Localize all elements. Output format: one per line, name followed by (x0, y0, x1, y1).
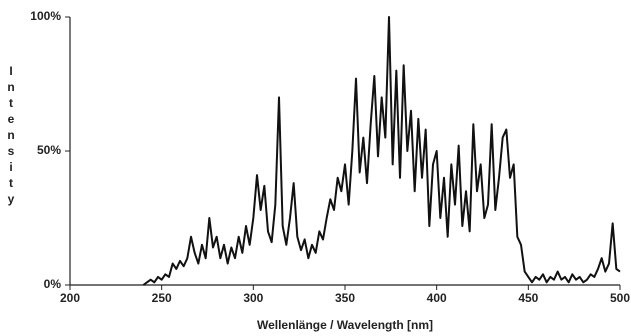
spectrum-line (142, 16, 621, 286)
y-axis-title: Intensity (4, 64, 18, 208)
y-tick-label: 0% (44, 277, 62, 291)
x-tick-label: 450 (518, 291, 538, 305)
x-tick-label: 500 (610, 291, 630, 305)
x-tick-label: 300 (243, 291, 263, 305)
y-tick-label: 50% (37, 143, 61, 157)
y-tick-label: 100% (30, 9, 61, 23)
x-tick-label: 400 (427, 291, 447, 305)
x-tick-label: 350 (335, 291, 355, 305)
x-tick-label: 250 (152, 291, 172, 305)
x-tick-label: 200 (60, 291, 80, 305)
x-axis-title: Wellenlänge / Wavelength [nm] (257, 318, 433, 332)
